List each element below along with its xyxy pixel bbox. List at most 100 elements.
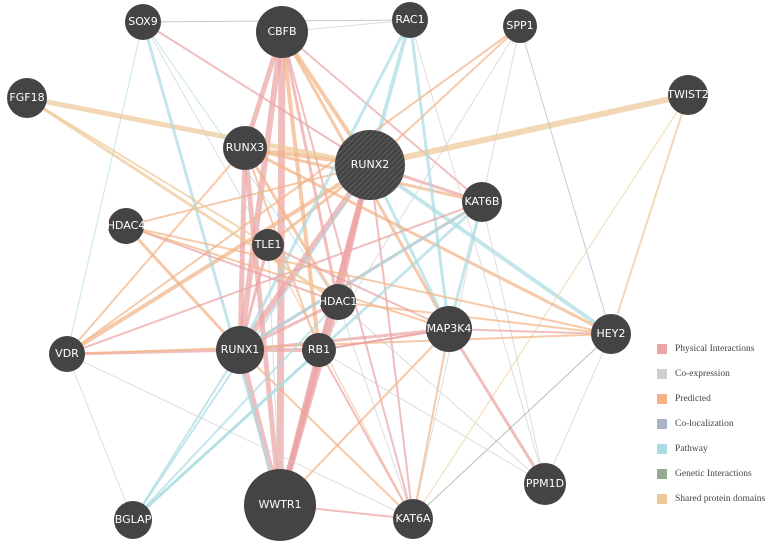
node-label: KAT6A <box>396 512 431 525</box>
edge <box>125 225 450 330</box>
node-label: RUNX2 <box>351 158 389 171</box>
edge <box>142 21 269 246</box>
node-label: BGLAP <box>115 513 152 526</box>
edge <box>141 21 282 506</box>
edge <box>239 349 414 520</box>
node-label: TWIST2 <box>666 88 709 101</box>
edge <box>125 225 612 335</box>
edge <box>412 94 689 520</box>
node <box>503 9 537 43</box>
edge <box>448 328 612 335</box>
node <box>244 469 316 541</box>
node <box>335 130 405 200</box>
node <box>252 229 284 261</box>
edge <box>447 328 547 485</box>
edge <box>238 19 412 351</box>
node-label: WWTR1 <box>258 498 301 511</box>
node <box>426 306 472 352</box>
legend-swatch <box>657 469 667 479</box>
node <box>591 314 631 354</box>
edge <box>26 96 339 304</box>
edge <box>280 31 340 303</box>
legend-label: Co-expression <box>675 369 730 379</box>
node <box>223 126 267 170</box>
node-label: RUNX3 <box>226 141 264 154</box>
edge <box>26 97 269 246</box>
edge <box>337 301 546 485</box>
node <box>108 208 144 244</box>
node-label: RAC1 <box>395 13 424 26</box>
node <box>125 4 161 40</box>
legend-label: Physical Interactions <box>675 344 755 354</box>
edge <box>239 200 483 352</box>
edges <box>26 19 689 522</box>
node <box>392 2 428 38</box>
edge <box>142 21 371 166</box>
legend-swatch <box>657 494 667 504</box>
node-label: RUNX1 <box>221 343 259 356</box>
node-label: PPM1D <box>526 477 564 490</box>
legend: Physical Interactions Co-expression Predic… <box>657 344 766 504</box>
edge <box>66 25 521 355</box>
node <box>7 78 47 118</box>
node-label: FGF18 <box>9 91 44 104</box>
node-label: HEY2 <box>597 327 626 340</box>
edge <box>544 333 612 485</box>
node <box>524 463 566 505</box>
legend-swatch <box>657 344 667 354</box>
node-label: SPP1 <box>506 19 533 32</box>
node-label: HDAC4 <box>107 219 146 232</box>
nodes: SOX9 CBFB RAC1 SPP1 FGF18 TWIST2 RUNX3 RUNX2 KAT… <box>7 2 709 541</box>
edge <box>26 95 371 168</box>
edge <box>66 353 134 521</box>
edge <box>66 333 612 355</box>
edge <box>408 19 451 330</box>
node-label: VDR <box>55 347 79 360</box>
edge <box>66 353 414 520</box>
legend-swatch <box>657 444 667 454</box>
edge <box>280 31 321 351</box>
edge <box>243 147 340 303</box>
edge <box>412 328 450 520</box>
legend-label: Shared protein domains <box>675 494 766 504</box>
edge <box>66 201 483 355</box>
legend-swatch <box>657 419 667 429</box>
node-label: CBFB <box>267 25 296 38</box>
edge <box>267 244 414 520</box>
edge <box>267 244 450 330</box>
edge <box>237 147 248 351</box>
edge <box>368 163 613 336</box>
node-label: RB1 <box>308 343 330 356</box>
edge <box>244 146 612 336</box>
edge <box>519 25 612 335</box>
edge <box>318 349 546 485</box>
edge <box>318 349 414 520</box>
node <box>216 326 264 374</box>
edge <box>124 224 242 352</box>
node-label: TLE1 <box>254 238 282 251</box>
edge <box>132 349 320 521</box>
edge <box>369 92 689 168</box>
node <box>668 75 708 115</box>
node-label: MAP3K4 <box>427 322 472 335</box>
legend-swatch <box>657 369 667 379</box>
legend-swatch <box>657 394 667 404</box>
edge <box>66 147 246 355</box>
node-label: SOX9 <box>128 15 157 28</box>
edge <box>409 19 546 485</box>
edge <box>242 147 283 506</box>
edge <box>132 301 339 521</box>
edge <box>279 328 450 506</box>
legend-label: Genetic Interactions <box>675 469 752 479</box>
edge <box>132 349 241 521</box>
edge <box>610 94 689 335</box>
node <box>462 182 502 222</box>
node-label: KAT6B <box>465 195 500 208</box>
edge <box>481 201 546 485</box>
node-label: HDAC1 <box>319 295 358 308</box>
node <box>256 6 308 58</box>
edge <box>412 333 612 520</box>
legend-label: Predicted <box>675 394 711 404</box>
